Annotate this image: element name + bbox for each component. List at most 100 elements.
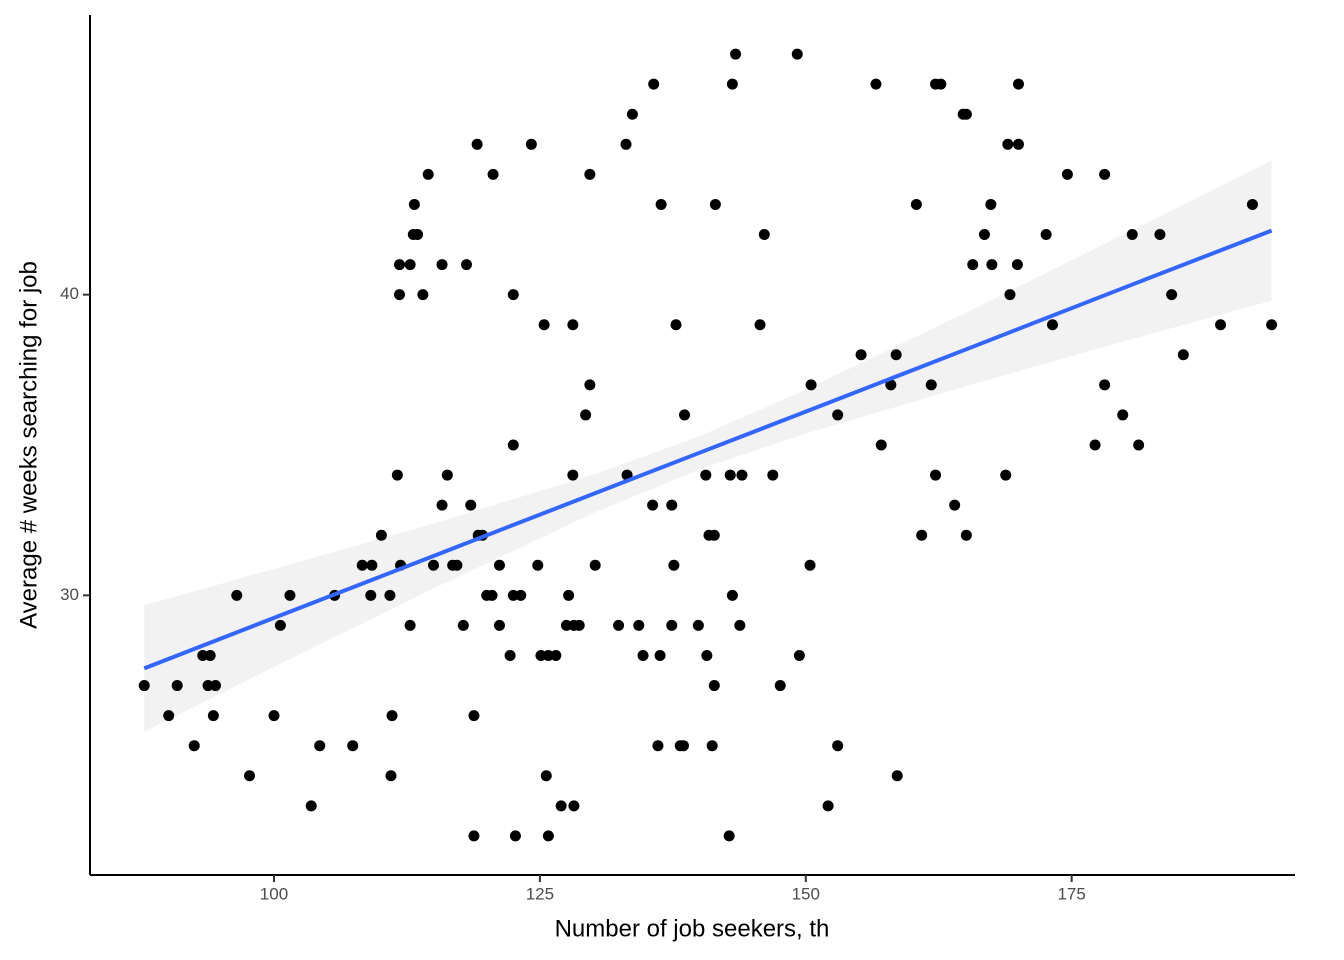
point xyxy=(767,469,779,481)
point xyxy=(730,48,742,60)
point xyxy=(708,529,720,541)
point xyxy=(471,138,483,150)
point xyxy=(231,589,243,601)
point xyxy=(457,619,469,631)
point xyxy=(701,649,713,661)
point xyxy=(422,168,434,180)
point xyxy=(736,469,748,481)
point xyxy=(284,589,296,601)
point xyxy=(314,740,326,752)
point xyxy=(563,589,575,601)
point xyxy=(163,710,175,722)
point xyxy=(978,229,990,241)
point xyxy=(171,680,183,692)
point xyxy=(468,830,480,842)
point xyxy=(188,740,200,752)
point xyxy=(207,710,219,722)
point xyxy=(385,770,397,782)
y-axis-label: Average # weeks searching for job xyxy=(15,261,42,629)
point xyxy=(507,439,519,451)
point xyxy=(855,349,867,361)
point xyxy=(493,619,505,631)
point xyxy=(1012,138,1024,150)
point xyxy=(417,289,429,301)
point xyxy=(509,830,521,842)
point xyxy=(620,138,632,150)
point xyxy=(890,349,902,361)
point xyxy=(1166,289,1178,301)
point xyxy=(648,78,660,90)
point xyxy=(468,710,480,722)
point xyxy=(1004,289,1016,301)
point xyxy=(793,649,805,661)
point xyxy=(567,319,579,331)
point xyxy=(365,589,377,601)
point xyxy=(655,198,667,210)
point xyxy=(436,259,448,271)
point xyxy=(138,680,150,692)
point xyxy=(1040,229,1052,241)
point xyxy=(441,469,453,481)
point xyxy=(404,259,416,271)
point xyxy=(613,619,625,631)
point xyxy=(384,589,396,601)
point xyxy=(412,229,424,241)
point xyxy=(668,559,680,571)
point xyxy=(960,108,972,120)
point xyxy=(677,740,689,752)
point xyxy=(935,78,947,90)
confidence-band xyxy=(144,160,1272,732)
point xyxy=(1089,439,1101,451)
point xyxy=(1002,138,1014,150)
point xyxy=(465,499,477,511)
point xyxy=(870,78,882,90)
point xyxy=(542,830,554,842)
point xyxy=(436,499,448,511)
point xyxy=(723,830,735,842)
point xyxy=(568,800,580,812)
point xyxy=(244,770,256,782)
point xyxy=(1099,379,1111,391)
point xyxy=(985,198,997,210)
point xyxy=(910,198,922,210)
point xyxy=(1099,168,1111,180)
point xyxy=(1011,259,1023,271)
point xyxy=(507,289,519,301)
point xyxy=(1215,319,1227,331)
point xyxy=(540,770,552,782)
point xyxy=(204,649,216,661)
point xyxy=(584,379,596,391)
x-tick-label: 150 xyxy=(792,884,820,903)
point xyxy=(822,800,834,812)
point xyxy=(967,259,979,271)
point xyxy=(925,379,937,391)
point xyxy=(679,409,691,421)
point xyxy=(1117,409,1129,421)
point xyxy=(1061,168,1073,180)
point xyxy=(791,48,803,60)
point xyxy=(734,619,746,631)
x-tick-label: 125 xyxy=(526,884,554,903)
point xyxy=(726,78,738,90)
point xyxy=(1000,469,1012,481)
point xyxy=(832,409,844,421)
point xyxy=(486,589,498,601)
point xyxy=(708,680,720,692)
point xyxy=(986,259,998,271)
point xyxy=(386,710,398,722)
point xyxy=(366,559,378,571)
point xyxy=(709,198,721,210)
point xyxy=(347,740,359,752)
point xyxy=(1126,229,1138,241)
point xyxy=(1133,439,1145,451)
point xyxy=(875,439,887,451)
point xyxy=(960,529,972,541)
point xyxy=(1154,229,1166,241)
point xyxy=(726,589,738,601)
point xyxy=(1047,319,1059,331)
y-tick-label: 40 xyxy=(60,284,79,303)
point xyxy=(504,649,516,661)
point xyxy=(1246,198,1258,210)
point xyxy=(393,259,405,271)
